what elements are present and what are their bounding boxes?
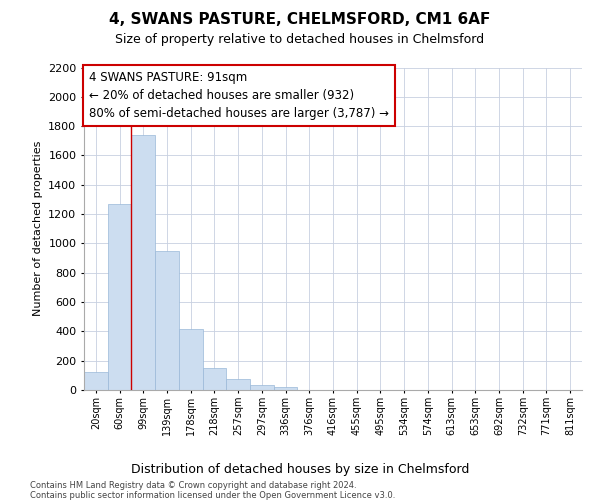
Text: Size of property relative to detached houses in Chelmsford: Size of property relative to detached ho… xyxy=(115,32,485,46)
Text: Contains public sector information licensed under the Open Government Licence v3: Contains public sector information licen… xyxy=(30,491,395,500)
Text: Contains HM Land Registry data © Crown copyright and database right 2024.: Contains HM Land Registry data © Crown c… xyxy=(30,481,356,490)
Bar xyxy=(203,368,226,390)
Bar xyxy=(274,387,298,390)
Text: 4 SWANS PASTURE: 91sqm
← 20% of detached houses are smaller (932)
80% of semi-de: 4 SWANS PASTURE: 91sqm ← 20% of detached… xyxy=(89,70,389,120)
Bar xyxy=(131,135,155,390)
Bar xyxy=(226,379,250,390)
Y-axis label: Number of detached properties: Number of detached properties xyxy=(32,141,43,316)
Bar xyxy=(179,329,203,390)
Text: 4, SWANS PASTURE, CHELMSFORD, CM1 6AF: 4, SWANS PASTURE, CHELMSFORD, CM1 6AF xyxy=(109,12,491,28)
Bar xyxy=(250,385,274,390)
Bar xyxy=(155,250,179,390)
Bar xyxy=(108,204,131,390)
Bar xyxy=(84,372,108,390)
Text: Distribution of detached houses by size in Chelmsford: Distribution of detached houses by size … xyxy=(131,462,469,475)
